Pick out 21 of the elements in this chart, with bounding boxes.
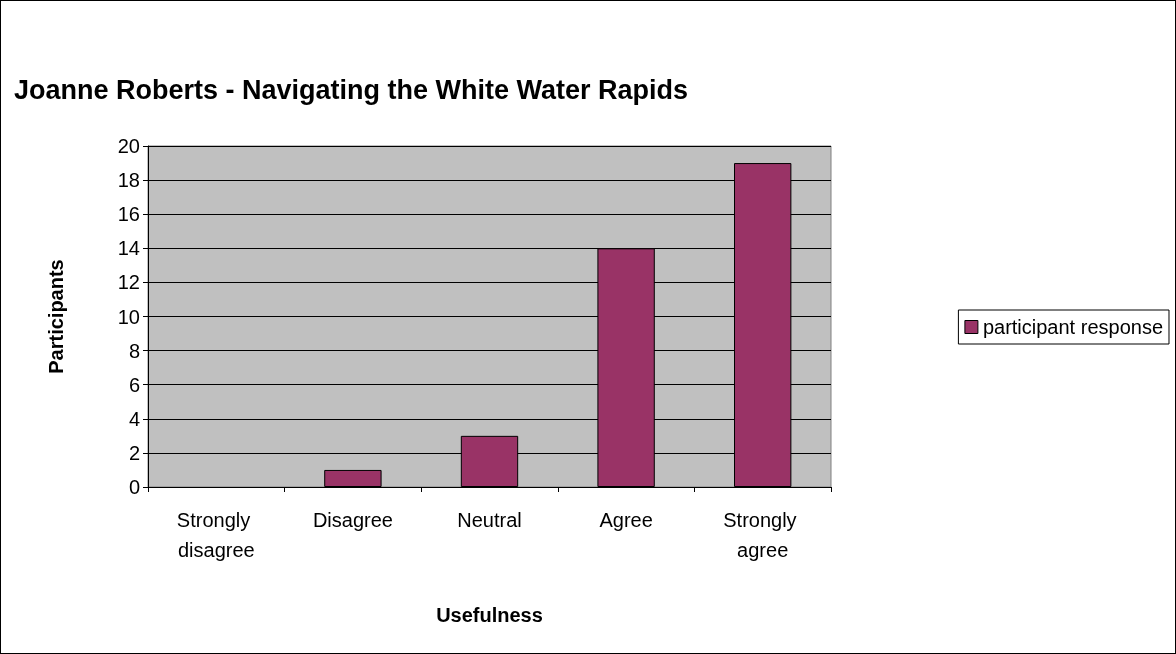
y-tick-label: 8 — [128, 339, 140, 362]
x-tick-label: Agree — [599, 509, 653, 531]
y-tick-label: 16 — [117, 203, 140, 226]
x-tick-label: Strongly agree — [723, 509, 803, 561]
x-axis-title: Usefulness — [436, 604, 543, 626]
bar — [324, 469, 382, 487]
y-tick-label: 6 — [128, 373, 140, 396]
y-axis-title: Participants — [45, 259, 67, 374]
y-tick-label: 0 — [128, 476, 140, 498]
y-tick-label: 10 — [117, 305, 140, 328]
chart-title: Joanne Roberts - Navigating the White Water Rapids — [14, 74, 689, 105]
y-tick-label: 4 — [128, 407, 140, 430]
y-tick-label: 12 — [117, 271, 140, 294]
y-tick-label: 2 — [128, 441, 140, 464]
x-tick-label: Neutral — [457, 509, 522, 531]
x-tick-label: Strongly disagree — [176, 509, 256, 561]
y-tick-label: 20 — [117, 135, 140, 157]
y-tick-label: 18 — [117, 169, 140, 192]
y-tick-label: 14 — [117, 237, 140, 260]
x-tick-label: Disagree — [312, 509, 393, 531]
legend-label: participant response — [982, 316, 1163, 338]
